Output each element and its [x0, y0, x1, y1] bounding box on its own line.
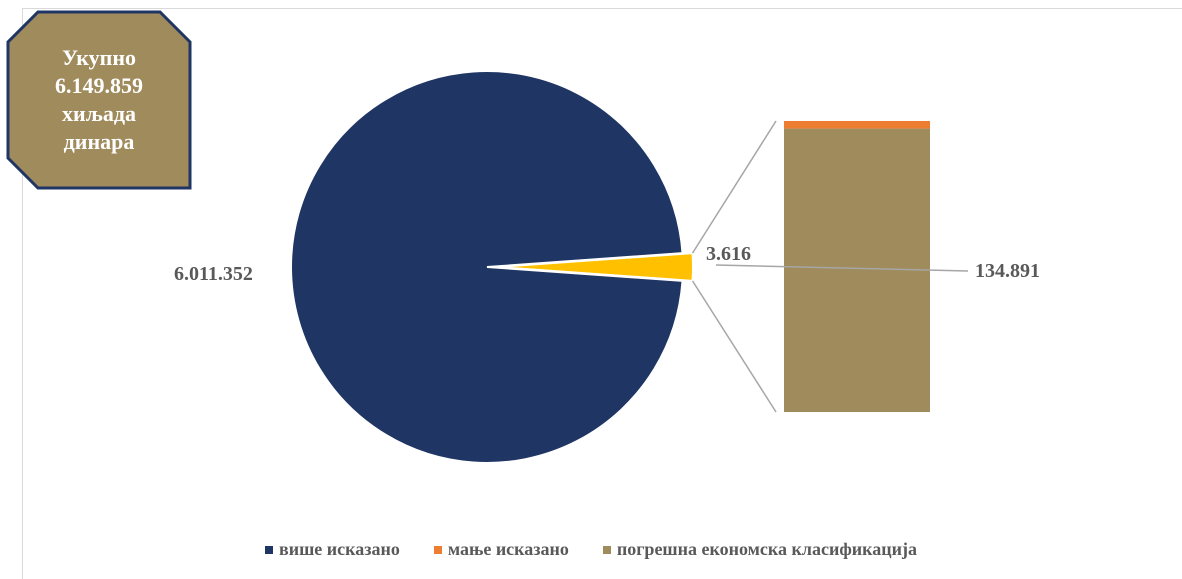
total-box [6, 10, 192, 190]
pie-slice-over-stated [290, 70, 684, 464]
legend-item-under-stated: мање исказано [433, 539, 569, 560]
total-box-text: Укупно 6.149.859 хиљада динара [8, 12, 190, 188]
leader-line [715, 264, 969, 272]
pie-slice-other [496, 252, 695, 282]
legend-swatch-orange [433, 545, 442, 554]
legend-item-wrong-classification: погрешна економска класификација [602, 539, 917, 560]
legend-swatch-navy [265, 545, 273, 554]
legend-label: више исказано [279, 539, 400, 559]
legend-item-over-stated: више исказано [265, 539, 400, 560]
data-label-over-stated: 6.011.352 [174, 263, 253, 285]
pie-group [290, 70, 695, 464]
legend-swatch-khaki [602, 545, 611, 554]
total-line-1: Укупно [61, 45, 137, 70]
data-label-under-stated: 3.616 [706, 243, 751, 265]
legend-label: погрешна економска класификација [616, 539, 917, 559]
chart-area [22, 8, 1182, 579]
secondary-bar [784, 121, 930, 412]
connector-top [691, 120, 777, 254]
bar-segment-1 [784, 128, 930, 412]
connector-lines [691, 120, 777, 413]
connector-bottom [691, 280, 777, 413]
total-line-4: динара [63, 129, 135, 154]
data-labels: 6.011.352 3.616 134.891 [174, 243, 1040, 285]
legend-label: мање исказано [447, 539, 569, 559]
total-line-2: 6.149.859 [55, 73, 143, 98]
bar-segment-0 [784, 121, 930, 129]
legend: више исказано мање исказано погрешна еко… [0, 539, 1182, 560]
total-line-3: хиљада [62, 101, 136, 126]
data-label-wrong-classification: 134.891 [975, 260, 1040, 282]
